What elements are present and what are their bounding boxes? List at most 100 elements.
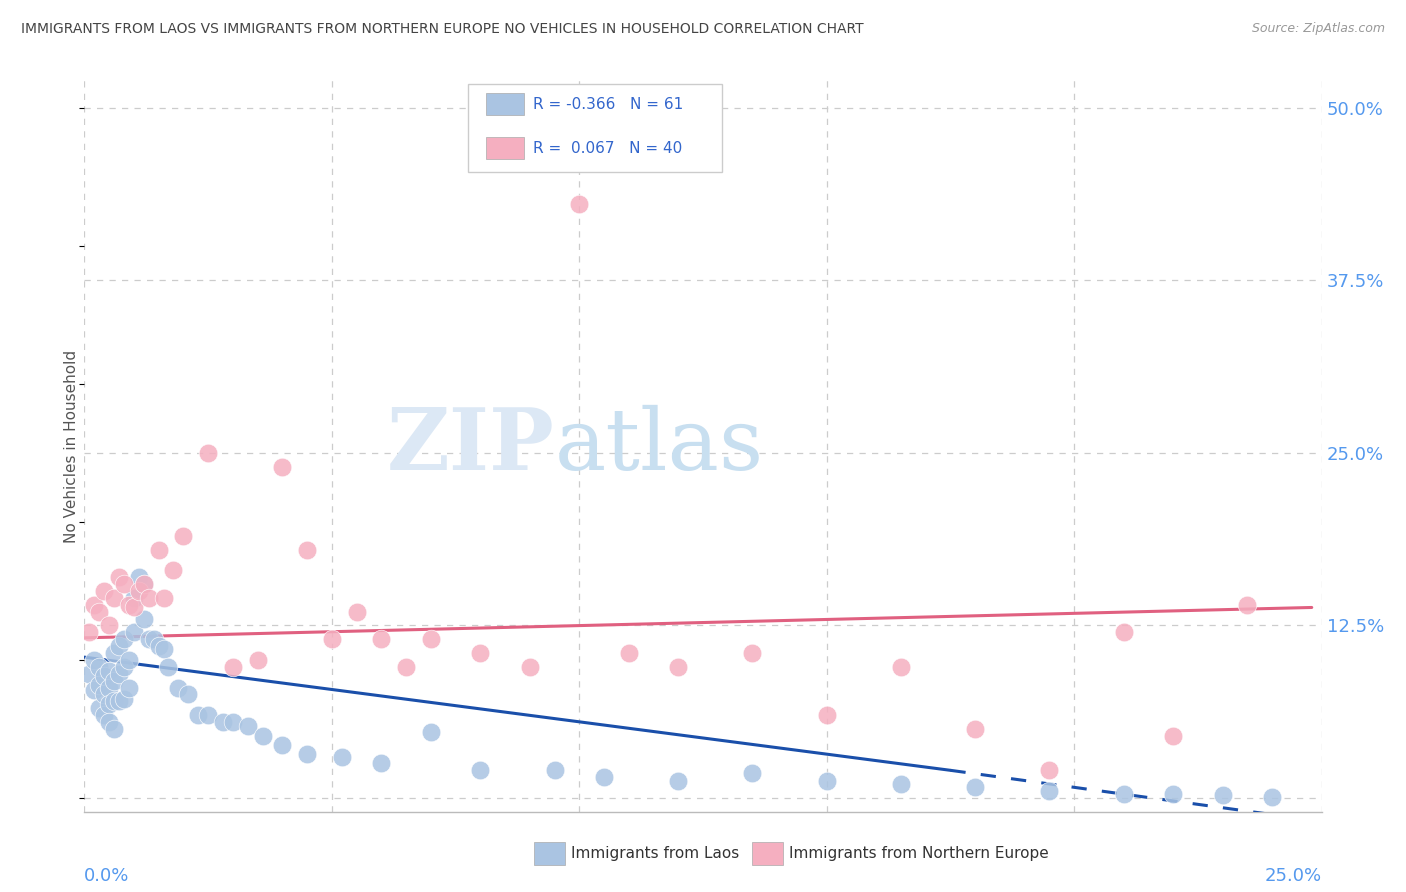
Point (1161, 787, 1184, 801)
Point (470, 764, 492, 778)
Point (1038, 784, 1060, 798)
Point (395, 660, 418, 674)
Point (103, 591, 125, 605)
Point (593, 770, 616, 784)
Point (1212, 788, 1234, 802)
Point (370, 756, 392, 771)
Point (197, 708, 219, 723)
Text: 25.0%: 25.0% (1264, 867, 1322, 885)
Point (138, 591, 160, 605)
Point (122, 625, 145, 640)
Point (148, 542, 170, 557)
Point (79, 625, 101, 640)
Point (152, 591, 174, 605)
Point (83, 683, 105, 698)
Point (741, 646, 763, 660)
Point (1261, 789, 1284, 804)
Point (1112, 625, 1135, 640)
Point (167, 681, 190, 695)
Point (271, 459, 294, 474)
Point (122, 591, 145, 605)
Point (132, 611, 155, 625)
Point (815, 774, 838, 789)
Point (321, 632, 343, 647)
Point (83, 598, 105, 612)
Point (187, 708, 209, 723)
Point (108, 570, 131, 584)
Point (108, 666, 131, 681)
Point (1161, 729, 1184, 743)
Point (617, 646, 640, 660)
Point (98, 664, 121, 678)
Point (108, 694, 131, 708)
Point (252, 729, 274, 743)
Point (138, 632, 160, 647)
Point (162, 563, 184, 577)
Point (890, 777, 912, 791)
Point (295, 542, 318, 557)
Y-axis label: No Vehicles in Household: No Vehicles in Household (63, 350, 79, 542)
Point (89, 678, 111, 692)
Point (666, 660, 689, 674)
Text: R = -0.366   N = 61: R = -0.366 N = 61 (533, 97, 683, 112)
Point (79, 666, 101, 681)
FancyBboxPatch shape (486, 137, 523, 160)
Point (122, 600, 145, 615)
Point (93, 669, 115, 683)
Point (271, 739, 294, 753)
Point (543, 764, 565, 778)
Point (741, 766, 763, 780)
Text: ZIP: ZIP (387, 404, 554, 488)
Point (118, 653, 141, 667)
Point (148, 639, 170, 653)
Point (890, 660, 912, 674)
Point (157, 660, 180, 674)
Point (419, 632, 441, 647)
Point (112, 691, 135, 706)
Text: 0.0%: 0.0% (84, 867, 129, 885)
Point (93, 708, 115, 723)
Point (118, 681, 141, 695)
Text: R =  0.067   N = 40: R = 0.067 N = 40 (533, 141, 683, 156)
Point (112, 577, 135, 591)
Point (1112, 787, 1135, 801)
Point (128, 570, 150, 584)
Point (370, 632, 392, 647)
Point (89, 605, 111, 619)
Text: atlas: atlas (554, 404, 763, 488)
Point (128, 583, 150, 598)
Point (93, 687, 115, 701)
Point (112, 660, 135, 674)
Point (1038, 764, 1060, 778)
Point (666, 774, 689, 789)
Text: Source: ZipAtlas.com: Source: ZipAtlas.com (1251, 22, 1385, 36)
Point (108, 639, 131, 653)
Point (1236, 598, 1258, 612)
Point (519, 660, 541, 674)
Point (815, 708, 838, 723)
Point (177, 687, 200, 701)
Point (93, 583, 115, 598)
Point (112, 632, 135, 647)
Point (568, 197, 591, 211)
Point (89, 660, 111, 674)
Point (470, 646, 492, 660)
Point (89, 701, 111, 715)
Point (965, 722, 987, 736)
Point (197, 446, 219, 460)
Point (98, 714, 121, 729)
Point (152, 641, 174, 656)
Point (212, 714, 235, 729)
Point (103, 694, 125, 708)
Point (142, 632, 165, 647)
Point (419, 724, 441, 739)
Text: Immigrants from Laos: Immigrants from Laos (571, 847, 740, 861)
FancyBboxPatch shape (468, 84, 721, 171)
Text: Immigrants from Northern Europe: Immigrants from Northern Europe (789, 847, 1049, 861)
Point (103, 673, 125, 688)
Point (965, 780, 987, 794)
Point (346, 605, 368, 619)
Point (132, 577, 155, 591)
Point (222, 714, 245, 729)
Text: IMMIGRANTS FROM LAOS VS IMMIGRANTS FROM NORTHERN EUROPE NO VEHICLES IN HOUSEHOLD: IMMIGRANTS FROM LAOS VS IMMIGRANTS FROM … (21, 22, 863, 37)
